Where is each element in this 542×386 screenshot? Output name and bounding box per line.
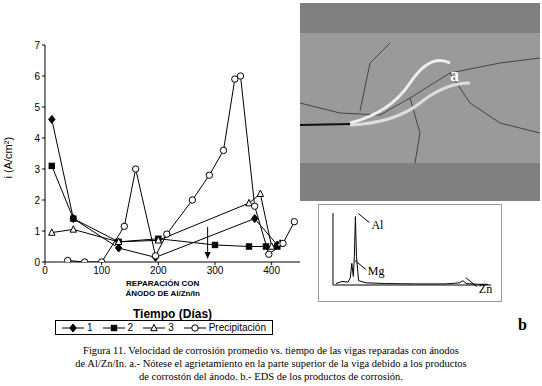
svg-text:2: 2 (34, 195, 40, 206)
html-text:2: 2 (127, 322, 134, 333)
svg-text:Tiempo (Días): Tiempo (Días) (133, 307, 212, 320)
svg-text:REPARACIÓN CON: REPARACIÓN CON (126, 279, 199, 288)
svg-text:ÁNODO DE Al/Zn/In: ÁNODO DE Al/Zn/In (125, 289, 199, 298)
svg-text:100: 100 (93, 265, 110, 276)
svg-text:6: 6 (34, 71, 40, 82)
html-text:b: b (518, 316, 527, 333)
html-text:3: 3 (168, 322, 174, 333)
svg-text:Al: Al (371, 218, 384, 232)
svg-text:200: 200 (150, 265, 167, 276)
svg-text:300: 300 (207, 265, 224, 276)
svg-text:Zn: Zn (479, 282, 492, 296)
html-text:Figura 11. Velocidad de corros: Figura 11. Velocidad de corrosión promed… (83, 345, 459, 356)
svg-text:Mg: Mg (368, 264, 385, 278)
svg-text:7: 7 (34, 40, 40, 51)
svg-text:5: 5 (34, 102, 40, 113)
svg-text:4: 4 (34, 133, 40, 144)
svg-text:3: 3 (34, 164, 40, 175)
html-text:1: 1 (87, 322, 93, 333)
html-text:de corrostón del ánodo. b.- ED: de corrostón del ánodo. b.- EDS de los p… (139, 371, 403, 382)
svg-text:0: 0 (42, 265, 48, 276)
svg-text:0: 0 (34, 257, 40, 268)
svg-text:1: 1 (34, 226, 40, 237)
svg-text:400: 400 (263, 265, 280, 276)
html-text:Precipitación: Precipitación (208, 322, 266, 333)
html-text:a: a (450, 65, 459, 85)
html-text:de Al/Zn/In. a.- Nótese el agr: de Al/Zn/In. a.- Nótese el agrietamiento… (75, 358, 467, 369)
svg-text:i (A/cm²): i (A/cm²) (2, 137, 14, 179)
